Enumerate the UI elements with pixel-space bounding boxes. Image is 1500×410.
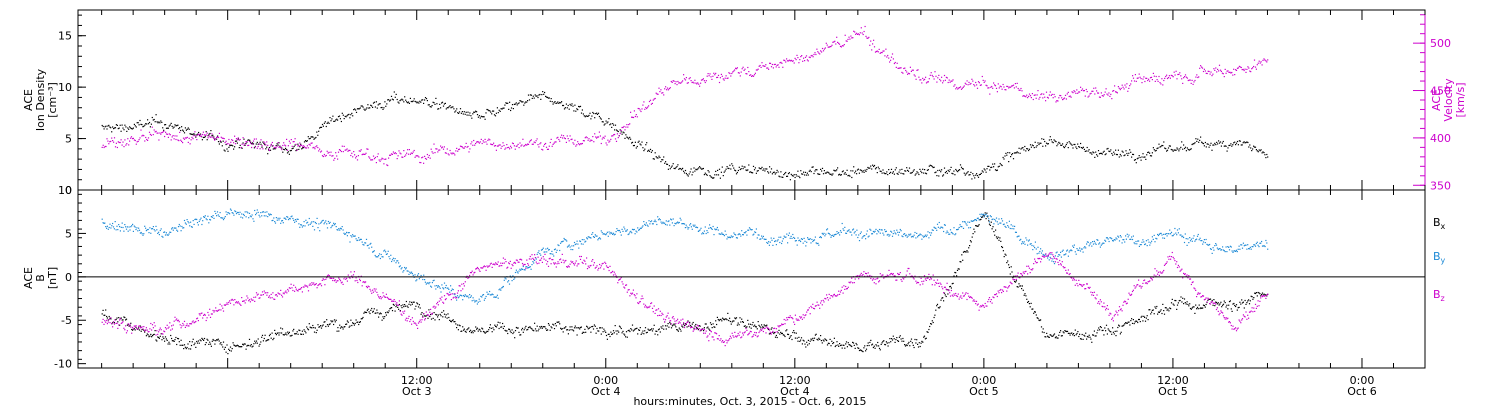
legend-entry-x: Bx — [1433, 216, 1446, 231]
time-axis-label: hours:minutes, Oct. 3, 2015 - Oct. 6, 20… — [633, 395, 866, 408]
plasma-data-points — [101, 25, 1269, 181]
legend-entry-z: Bz — [1433, 288, 1445, 303]
velocity-tick-label: 350 — [1430, 179, 1451, 192]
y-tick-label: 0 — [65, 271, 72, 284]
y-tick-label: 5 — [65, 133, 72, 146]
x-tick-date: Oct 5 — [969, 385, 999, 398]
velocity-tick-label: 400 — [1430, 132, 1451, 145]
field-label-line: B — [34, 274, 47, 282]
field-axis-label: ACEB[nT] — [22, 267, 59, 289]
x-tick-time: 0:00 — [1350, 374, 1375, 387]
velocity-label-line: [km/s] — [1454, 82, 1467, 117]
magnetic-field-panel: -10 -5 0 5 10 ACEB[nT] Bx By Bz — [22, 184, 1446, 371]
x-tick-time: 12:00 — [1157, 374, 1189, 387]
x-tick-time: 12:00 — [401, 374, 433, 387]
plasma-axes: 0 5 10 15 350 400 450 500 — [58, 9, 1451, 197]
x-tick-date: Oct 3 — [402, 385, 432, 398]
x-tick-date: Oct 4 — [780, 385, 810, 398]
field-y-points — [101, 208, 1269, 305]
field-axes: -10 -5 0 5 10 — [54, 184, 1426, 371]
velocity-label-line: Velocity — [1442, 78, 1455, 122]
y-tick-label: 10 — [58, 184, 72, 197]
field-label-line: [nT] — [46, 267, 59, 289]
x-tick-time: 12:00 — [779, 374, 811, 387]
velocity-axis-label: ACEVelocity[km/s] — [1430, 78, 1467, 122]
velocity-points — [101, 25, 1269, 167]
y-tick-label: 15 — [58, 30, 72, 43]
x-tick-time: 0:00 — [972, 374, 997, 387]
y-tick-label: 5 — [65, 227, 72, 240]
x-tick-date: Oct 6 — [1347, 385, 1377, 398]
velocity-tick-label: 500 — [1430, 37, 1451, 50]
field-z-points — [101, 251, 1269, 347]
y-tick-label: -10 — [54, 358, 72, 371]
x-tick-time: 0:00 — [593, 374, 618, 387]
velocity-label-line: ACE — [1430, 89, 1443, 111]
density-label-line: [cm⁻³] — [46, 82, 59, 118]
x-tick-date: Oct 4 — [591, 385, 621, 398]
field-data-points — [101, 208, 1269, 355]
x-tick-date: Oct 5 — [1158, 385, 1188, 398]
density-label-line: Ion Density — [34, 68, 47, 131]
velocity-tick-label: 450 — [1430, 85, 1451, 98]
y-tick-label: -5 — [61, 314, 72, 327]
panel-frame — [77, 189, 1426, 369]
field-label-line: ACE — [22, 267, 35, 289]
panel-frame — [77, 9, 1426, 191]
density-points — [101, 91, 1269, 181]
legend-entry-y: By — [1433, 250, 1446, 265]
field-x-points — [101, 212, 1269, 355]
field-legend: Bx By Bz — [1433, 216, 1446, 303]
y-tick-label: 0 — [65, 184, 72, 197]
y-tick-label: 10 — [58, 81, 72, 94]
density-axis-label: ACEIon Density[cm⁻³] — [22, 68, 59, 131]
density-label-line: ACE — [22, 89, 35, 111]
